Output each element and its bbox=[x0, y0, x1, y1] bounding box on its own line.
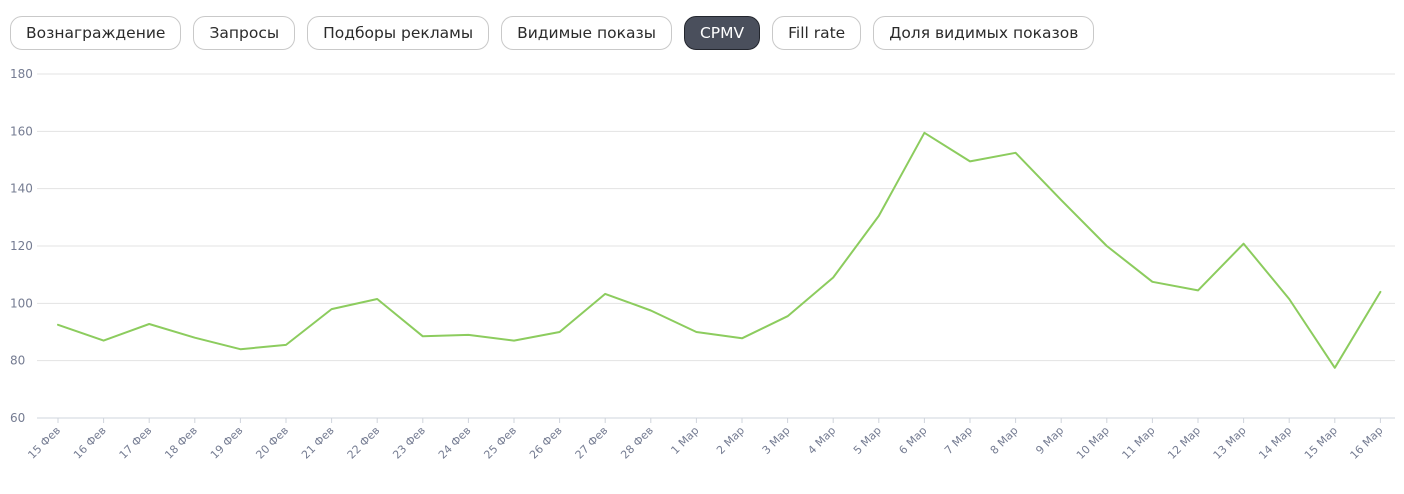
x-tick-label: 15 Мар bbox=[1302, 424, 1340, 462]
tab-requests[interactable]: Запросы bbox=[193, 16, 296, 50]
x-tick-label: 9 Мар bbox=[1033, 424, 1066, 457]
x-tick-label: 27 Фев bbox=[573, 424, 611, 462]
x-tick-label: 2 Мар bbox=[714, 424, 747, 457]
x-tick-label: 16 Фев bbox=[71, 424, 109, 462]
x-tick-label: 19 Фев bbox=[208, 424, 246, 462]
series-line bbox=[57, 131, 1382, 369]
x-tick-label: 6 Мар bbox=[896, 424, 929, 457]
tab-viewable-impressions[interactable]: Видимые показы bbox=[501, 16, 672, 50]
x-tick-label: 17 Фев bbox=[117, 424, 155, 462]
tab-cpmv[interactable]: CPMV bbox=[683, 16, 761, 50]
x-axis: 15 Фев 16 Фев 17 Фев 18 Фев 19 Фев 20 Фев 21 Ф… bbox=[25, 417, 1395, 462]
x-tick-label: 3 Мар bbox=[760, 424, 793, 457]
y-tick-label: 80 bbox=[10, 354, 25, 368]
x-tick-label: 11 Мар bbox=[1120, 424, 1158, 462]
x-tick-label: 10 Мар bbox=[1074, 424, 1112, 462]
x-tick-label: 15 Фев bbox=[25, 424, 63, 462]
x-tick-label: 18 Фев bbox=[162, 424, 200, 462]
metric-tabs: Вознаграждение Запросы Подборы рекламы В… bbox=[10, 16, 1095, 50]
x-tick-label: 4 Мар bbox=[805, 424, 838, 457]
y-axis: 60 80 100 120 140 160 180 bbox=[10, 67, 33, 425]
x-tick-label: 24 Фев bbox=[436, 424, 474, 462]
x-tick-label: 1 Мар bbox=[668, 424, 701, 457]
tab-fill-rate[interactable]: Fill rate bbox=[772, 16, 862, 50]
x-tick-label: 21 Фев bbox=[299, 424, 337, 462]
tab-viewable-share[interactable]: Доля видимых показов bbox=[873, 16, 1095, 50]
x-tick-label: 25 Фев bbox=[481, 424, 519, 462]
tab-ad-matches[interactable]: Подборы рекламы bbox=[307, 16, 490, 50]
tab-reward[interactable]: Вознаграждение bbox=[10, 16, 182, 50]
y-tick-label: 60 bbox=[10, 411, 25, 425]
y-tick-label: 140 bbox=[10, 182, 33, 196]
y-tick-label: 120 bbox=[10, 239, 33, 253]
x-tick-label: 12 Мар bbox=[1165, 424, 1203, 462]
y-tick-label: 160 bbox=[10, 124, 33, 138]
x-tick-label: 14 Мар bbox=[1256, 424, 1294, 462]
x-tick-label: 13 Мар bbox=[1211, 424, 1249, 462]
grid-layer bbox=[37, 73, 1395, 362]
x-tick-label: 16 Мар bbox=[1348, 424, 1386, 462]
x-tick-label: 22 Фев bbox=[345, 424, 383, 462]
x-tick-label: 26 Фев bbox=[527, 424, 565, 462]
x-tick-label: 28 Фев bbox=[618, 424, 656, 462]
series-layer bbox=[57, 131, 1382, 369]
x-tick-label: 5 Мар bbox=[851, 424, 884, 457]
x-tick-label: 20 Фев bbox=[253, 424, 291, 462]
x-tick-label: 23 Фев bbox=[390, 424, 428, 462]
y-tick-label: 180 bbox=[10, 67, 33, 81]
y-tick-label: 100 bbox=[10, 296, 33, 310]
x-tick-label: 8 Мар bbox=[988, 424, 1021, 457]
x-tick-label: 7 Мар bbox=[942, 424, 975, 457]
